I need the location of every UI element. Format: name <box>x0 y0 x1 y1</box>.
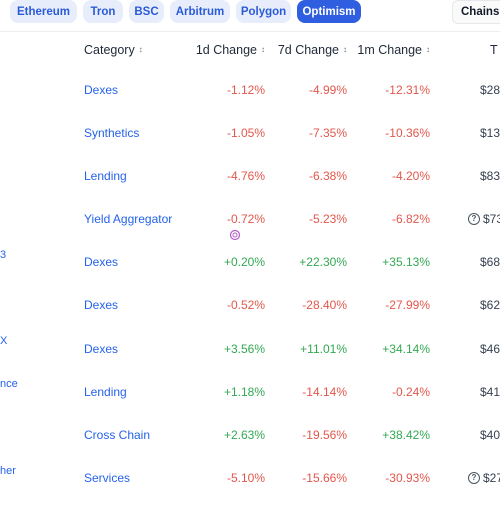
sort-icon: ↕ <box>138 45 143 54</box>
tvl-value: $280 <box>480 83 500 97</box>
table-row[interactable]: 3 Dexes +0.20% +22.30% +35.13% $68 <box>0 249 500 298</box>
column-header-category[interactable]: Category ↕ <box>84 43 143 57</box>
change-1d-cell: -0.72% <box>226 212 265 226</box>
change-7d-cell: -5.23% <box>308 212 347 226</box>
header-divider <box>0 31 500 32</box>
tvl-cell: ? $27 <box>468 471 500 485</box>
change-1m-cell: -12.31% <box>385 83 430 97</box>
table-row[interactable]: Lending -4.76% -6.38% -4.20% $83 <box>0 169 500 212</box>
category-link[interactable]: Dexes <box>84 298 119 312</box>
chain-tab-tron[interactable]: Tron <box>83 0 123 23</box>
change-7d-cell: -4.99% <box>308 83 347 97</box>
protocol-name[interactable]: 3 <box>0 249 7 261</box>
column-header-1m-change[interactable]: 1m Change ↕ <box>357 43 430 57</box>
table-row[interactable]: nce Lending +1.18% -14.14% -0.24% $41 <box>0 378 500 428</box>
change-7d-cell: -14.14% <box>302 385 347 399</box>
column-header-1d-change[interactable]: 1d Change ↕ <box>195 43 265 57</box>
tvl-value: $40 <box>480 428 500 442</box>
change-1d-cell: -1.05% <box>226 126 265 140</box>
change-1m-cell: +38.42% <box>382 428 430 442</box>
tvl-value: $62 <box>480 298 500 312</box>
tvl-cell: $68 <box>480 255 500 269</box>
tvl-cell: $62 <box>480 298 500 312</box>
category-link[interactable]: Synthetics <box>84 126 140 140</box>
change-1m-cell: -27.99% <box>385 298 430 312</box>
change-7d-cell: -28.40% <box>302 298 347 312</box>
change-1m-cell: -0.24% <box>391 385 430 399</box>
column-header-tvl[interactable]: T <box>490 43 498 57</box>
table-row[interactable]: her Services -5.10% -15.66% -30.93%? $27 <box>0 465 500 514</box>
change-1d-cell: +2.63% <box>223 428 265 442</box>
change-1d-cell: -4.76% <box>226 169 265 183</box>
chain-tab-bsc[interactable]: BSC <box>129 0 164 23</box>
change-1m-cell: +35.13% <box>382 255 430 269</box>
tvl-cell: ? $73 <box>468 212 500 226</box>
change-1m-cell: +34.14% <box>382 342 430 356</box>
protocol-name[interactable]: her <box>0 465 16 477</box>
tvl-value: $73 <box>483 212 500 226</box>
column-header-7d-change[interactable]: 7d Change ↕ <box>277 43 347 57</box>
change-1d-cell: +3.56% <box>223 342 265 356</box>
tvl-value: $41 <box>480 385 500 399</box>
tvl-value: $68 <box>480 255 500 269</box>
chain-tab-ethereum[interactable]: Ethereum <box>10 0 77 23</box>
change-1m-cell: -4.20% <box>391 169 430 183</box>
tvl-cell: $41 <box>480 385 500 399</box>
sort-icon: ↕ <box>343 45 347 54</box>
tvl-value: $27 <box>483 471 500 485</box>
protocol-name[interactable]: X <box>0 335 8 347</box>
protocol-name[interactable]: nce <box>0 378 18 390</box>
sort-icon: ↕ <box>261 45 265 54</box>
chains-button[interactable]: Chains <box>452 0 500 24</box>
table-row[interactable]: X Dexes +3.56% +11.01% +34.14% $46 <box>0 335 500 385</box>
chain-tab-arbitrum[interactable]: Arbitrum <box>170 0 230 23</box>
category-link[interactable]: Dexes <box>84 342 119 356</box>
change-1d-cell: +0.20% <box>223 255 265 269</box>
change-7d-cell: -7.35% <box>308 126 347 140</box>
table-row[interactable]: Dexes -0.52% -28.40% -27.99% $62 <box>0 298 500 341</box>
table-row[interactable]: Cross Chain +2.63% -19.56% +38.42% $40 <box>0 428 500 471</box>
sort-icon: ↕ <box>426 45 430 54</box>
tvl-cell: $136 <box>480 126 500 140</box>
change-7d-cell: -15.66% <box>302 471 347 485</box>
change-1d-cell: -5.10% <box>226 471 265 485</box>
category-link[interactable]: Lending <box>84 385 127 399</box>
change-1m-cell: -10.36% <box>385 126 430 140</box>
category-link[interactable]: Cross Chain <box>84 428 151 442</box>
table-row[interactable]: Synthetics -1.05% -7.35% -10.36% $136 <box>0 126 500 169</box>
table-row[interactable]: Dexes -1.12% -4.99% -12.31% $280 <box>0 83 500 126</box>
question-icon[interactable]: ? <box>468 472 480 484</box>
question-icon[interactable]: ? <box>468 213 480 225</box>
change-1m-cell: -6.82% <box>391 212 430 226</box>
category-link[interactable]: Dexes <box>84 255 119 269</box>
change-1d-cell: -1.12% <box>226 83 265 97</box>
chain-filter-bar: Ethereum Tron BSC Arbitrum Polygon Optim… <box>0 0 500 27</box>
tvl-value: $46 <box>480 342 500 356</box>
category-link[interactable]: Dexes <box>84 83 119 97</box>
change-1d-cell: +1.18% <box>223 385 265 399</box>
tvl-value: $136 <box>480 126 500 140</box>
change-7d-cell: +22.30% <box>299 255 347 269</box>
tvl-cell: $280 <box>480 83 500 97</box>
tvl-cell: $40 <box>480 428 500 442</box>
tvl-cell: $83 <box>480 169 500 183</box>
change-7d-cell: +11.01% <box>300 342 347 356</box>
change-7d-cell: -19.56% <box>302 428 347 442</box>
tvl-cell: $46 <box>480 342 500 356</box>
tvl-value: $83 <box>480 169 500 183</box>
change-1m-cell: -30.93% <box>385 471 430 485</box>
loading-spinner-icon <box>229 229 241 241</box>
category-link[interactable]: Yield Aggregator <box>84 212 173 226</box>
category-link[interactable]: Services <box>84 471 131 485</box>
table-row[interactable]: Yield Aggregator -0.72% -5.23% -6.82%? $73 <box>0 212 500 255</box>
category-link[interactable]: Lending <box>84 169 127 183</box>
chain-tab-optimism[interactable]: Optimism <box>297 0 361 23</box>
chain-tab-polygon[interactable]: Polygon <box>236 0 291 23</box>
change-7d-cell: -6.38% <box>308 169 347 183</box>
change-1d-cell: -0.52% <box>226 298 265 312</box>
